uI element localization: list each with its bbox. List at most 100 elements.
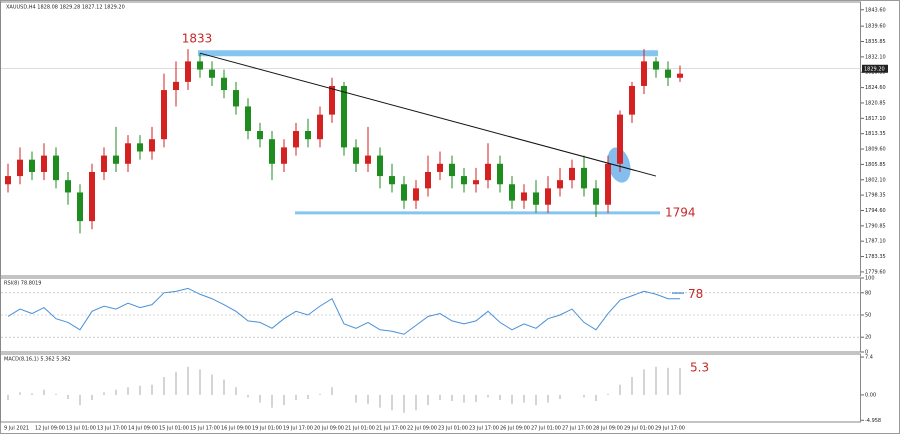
y-tick-label: 20 bbox=[865, 335, 871, 341]
time-label: 14 Jul 09:00 bbox=[128, 426, 158, 432]
main-title: XAUUSD,H4 1828.08 1829.28 1827.12 1829.2… bbox=[6, 5, 125, 11]
candle-body bbox=[437, 163, 443, 172]
time-label: 13 Jul 01:00 bbox=[66, 426, 96, 432]
candle-body bbox=[401, 184, 407, 201]
candle-body bbox=[137, 143, 143, 152]
price-label: 1829.20 bbox=[864, 66, 885, 72]
time-label: 13 Jul 17:00 bbox=[97, 426, 127, 432]
macd-panel bbox=[0, 353, 861, 423]
candle-body bbox=[653, 61, 659, 70]
y-tick-label: 1805.85 bbox=[865, 162, 886, 168]
y-tick-label: 0 bbox=[865, 350, 868, 356]
y-tick-label: 1798.35 bbox=[865, 193, 886, 199]
candle-body bbox=[221, 77, 227, 91]
candle-body bbox=[365, 155, 371, 164]
price-box bbox=[862, 64, 888, 73]
candle-body bbox=[581, 167, 587, 189]
candle-body bbox=[461, 176, 467, 185]
main-panel bbox=[0, 1, 861, 277]
time-label: 28 Jul 09:00 bbox=[593, 426, 623, 432]
candle-body bbox=[425, 171, 431, 189]
candle-body bbox=[5, 176, 11, 185]
candle-body bbox=[65, 180, 71, 193]
candle-body bbox=[509, 184, 515, 201]
time-label: 9 Jul 2021 bbox=[4, 426, 29, 432]
candle-body bbox=[185, 61, 191, 82]
y-tick-label: 80 bbox=[865, 290, 871, 296]
y-tick-label: -4.958 bbox=[865, 418, 881, 424]
y-tick-label: 100 bbox=[865, 276, 875, 282]
candle-body bbox=[197, 61, 203, 70]
candle-body bbox=[353, 147, 359, 164]
time-label: 27 Jul 17:00 bbox=[562, 426, 592, 432]
macd-annotation: 5.3 bbox=[690, 360, 709, 374]
candle-body bbox=[569, 167, 575, 181]
y-tick-label: 1779.60 bbox=[865, 269, 886, 275]
candle-body bbox=[293, 131, 299, 148]
candle-body bbox=[53, 155, 59, 181]
level-label: 1833 bbox=[182, 32, 213, 46]
time-label: 29 Jul 01:00 bbox=[624, 426, 654, 432]
time-label: 23 Jul 01:00 bbox=[438, 426, 468, 432]
y-tick-label: 1790.85 bbox=[865, 223, 886, 229]
y-tick-label: 50 bbox=[865, 313, 871, 319]
y-tick-label: 1832.10 bbox=[865, 54, 886, 60]
time-label: 29 Jul 17:00 bbox=[655, 426, 685, 432]
candle-body bbox=[413, 188, 419, 201]
candle-body bbox=[101, 155, 107, 172]
time-label: 27 Jul 01:00 bbox=[531, 426, 561, 432]
highlight-ellipse bbox=[607, 147, 631, 183]
candle-body bbox=[545, 188, 551, 205]
candle-body bbox=[269, 139, 275, 164]
candle-body bbox=[233, 90, 239, 107]
y-tick-label: 1809.60 bbox=[865, 147, 886, 153]
candle-body bbox=[125, 143, 131, 164]
candle-body bbox=[533, 192, 539, 205]
rsi-title: RSI(8) 78.8019 bbox=[4, 281, 41, 287]
candle-body bbox=[281, 147, 287, 164]
time-label: 21 Jul 01:00 bbox=[345, 426, 375, 432]
candle-body bbox=[497, 163, 503, 185]
time-label: 26 Jul 09:00 bbox=[500, 426, 530, 432]
candle-body bbox=[329, 85, 335, 115]
candle-body bbox=[41, 155, 47, 172]
candle-body bbox=[173, 81, 179, 91]
candle-body bbox=[17, 159, 23, 177]
candle-body bbox=[593, 188, 599, 205]
candle-body bbox=[377, 155, 383, 177]
y-tick-label: 1817.10 bbox=[865, 116, 886, 122]
y-tick-label: 7.4 bbox=[865, 355, 873, 361]
y-tick-label: 1794.60 bbox=[865, 208, 886, 214]
time-label: 20 Jul 09:00 bbox=[314, 426, 344, 432]
candle-body bbox=[341, 85, 347, 148]
y-tick-label: 1783.35 bbox=[865, 254, 886, 260]
candle-body bbox=[605, 163, 611, 205]
candle-body bbox=[665, 69, 671, 78]
candle-body bbox=[209, 69, 215, 78]
candle-body bbox=[305, 131, 311, 140]
y-tick-label: 1787.10 bbox=[865, 239, 886, 245]
candle-body bbox=[245, 106, 251, 132]
y-tick-label: 1824.60 bbox=[865, 85, 886, 91]
candle-body bbox=[149, 139, 155, 152]
candle-body bbox=[257, 131, 263, 140]
rsi-panel bbox=[0, 277, 861, 353]
y-tick-label: 1839.60 bbox=[865, 24, 886, 30]
time-label: 15 Jul 01:00 bbox=[159, 426, 189, 432]
y-tick-label: 1843.60 bbox=[865, 7, 886, 13]
candle-body bbox=[677, 73, 683, 78]
time-label: 21 Jul 17:00 bbox=[376, 426, 406, 432]
candle-body bbox=[29, 159, 35, 172]
time-label: 16 Jul 09:00 bbox=[221, 426, 251, 432]
y-tick-label: 1802.10 bbox=[865, 177, 886, 183]
candle-body bbox=[617, 114, 623, 164]
trendline bbox=[199, 52, 657, 177]
y-tick-label: 1820.85 bbox=[865, 100, 886, 106]
y-tick-label: 0.00 bbox=[865, 392, 876, 398]
candle-body bbox=[629, 85, 635, 115]
time-label: 12 Jul 09:00 bbox=[35, 426, 65, 432]
time-label: 23 Jul 17:00 bbox=[469, 426, 499, 432]
